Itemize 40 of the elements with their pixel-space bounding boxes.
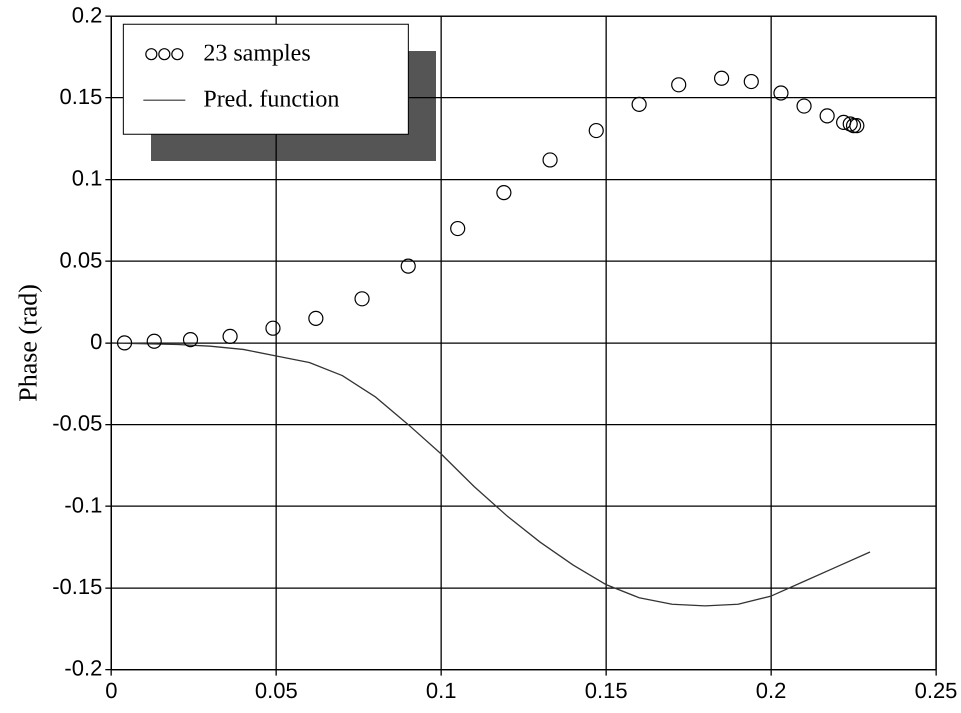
point [632, 96, 647, 112]
point [400, 258, 416, 274]
y-tick-label: -0.15 [52, 574, 102, 599]
point [116, 335, 132, 350]
legend-label: Pred. function [203, 86, 340, 112]
y-tick-label: -0.1 [64, 492, 102, 518]
point [820, 108, 835, 124]
point [773, 85, 789, 101]
point [842, 116, 858, 132]
point [542, 152, 558, 168]
point [714, 70, 730, 86]
y-tick-label: -0.05 [52, 410, 102, 436]
y-tick-label: 0.2 [72, 2, 102, 28]
point [450, 220, 466, 236]
y-axis-title: Phase (rad) [13, 284, 42, 402]
point [846, 118, 862, 134]
point [496, 185, 512, 200]
point [265, 320, 281, 336]
point [146, 334, 162, 349]
x-tick-label: 0.05 [254, 678, 298, 703]
point [182, 332, 198, 348]
point [588, 122, 604, 138]
point [671, 77, 686, 92]
point [744, 74, 759, 90]
legend-label: 23 samples [203, 40, 311, 66]
y-tick-label: 0.05 [60, 247, 102, 272]
y-tick-label: 0.1 [72, 166, 102, 191]
point [354, 291, 370, 306]
point [849, 118, 864, 134]
x-tick-label: 0.15 [584, 678, 628, 703]
point [796, 98, 812, 114]
x-tick-label: 0.2 [756, 678, 786, 703]
x-tick-label: 0.25 [914, 678, 958, 703]
point [836, 114, 852, 130]
y-tick-label: 0.15 [60, 84, 102, 109]
point [308, 310, 324, 326]
x-tick-label: 0.1 [426, 678, 457, 703]
y-tick-label: 0 [90, 328, 102, 354]
point [222, 328, 238, 344]
y-tick-label: -0.2 [64, 656, 102, 681]
